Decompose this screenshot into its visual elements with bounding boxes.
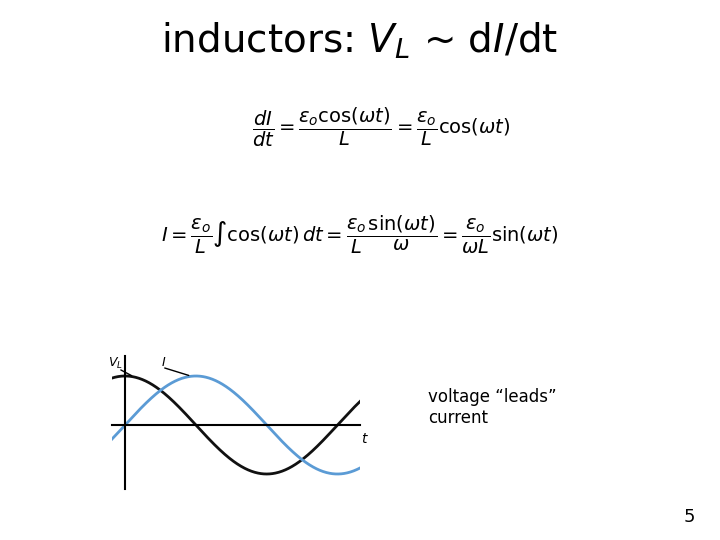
Text: voltage “leads”
current: voltage “leads” current: [428, 388, 557, 427]
Text: $t$: $t$: [361, 433, 369, 447]
Text: 5: 5: [683, 509, 695, 526]
Text: inductors: $V_L$ ~ d$I$/dt: inductors: $V_L$ ~ d$I$/dt: [161, 21, 559, 60]
Text: $I = \dfrac{\varepsilon_o}{L} \int \cos(\omega t)\,dt = \dfrac{\varepsilon_o}{L}: $I = \dfrac{\varepsilon_o}{L} \int \cos(…: [161, 214, 559, 256]
Text: $V_L$: $V_L$: [108, 356, 122, 372]
Text: $I$: $I$: [161, 356, 166, 369]
Text: $\dfrac{dI}{dt} = \dfrac{\varepsilon_o \cos(\omega t)}{L} = \dfrac{\varepsilon_o: $\dfrac{dI}{dt} = \dfrac{\varepsilon_o \…: [253, 105, 510, 148]
